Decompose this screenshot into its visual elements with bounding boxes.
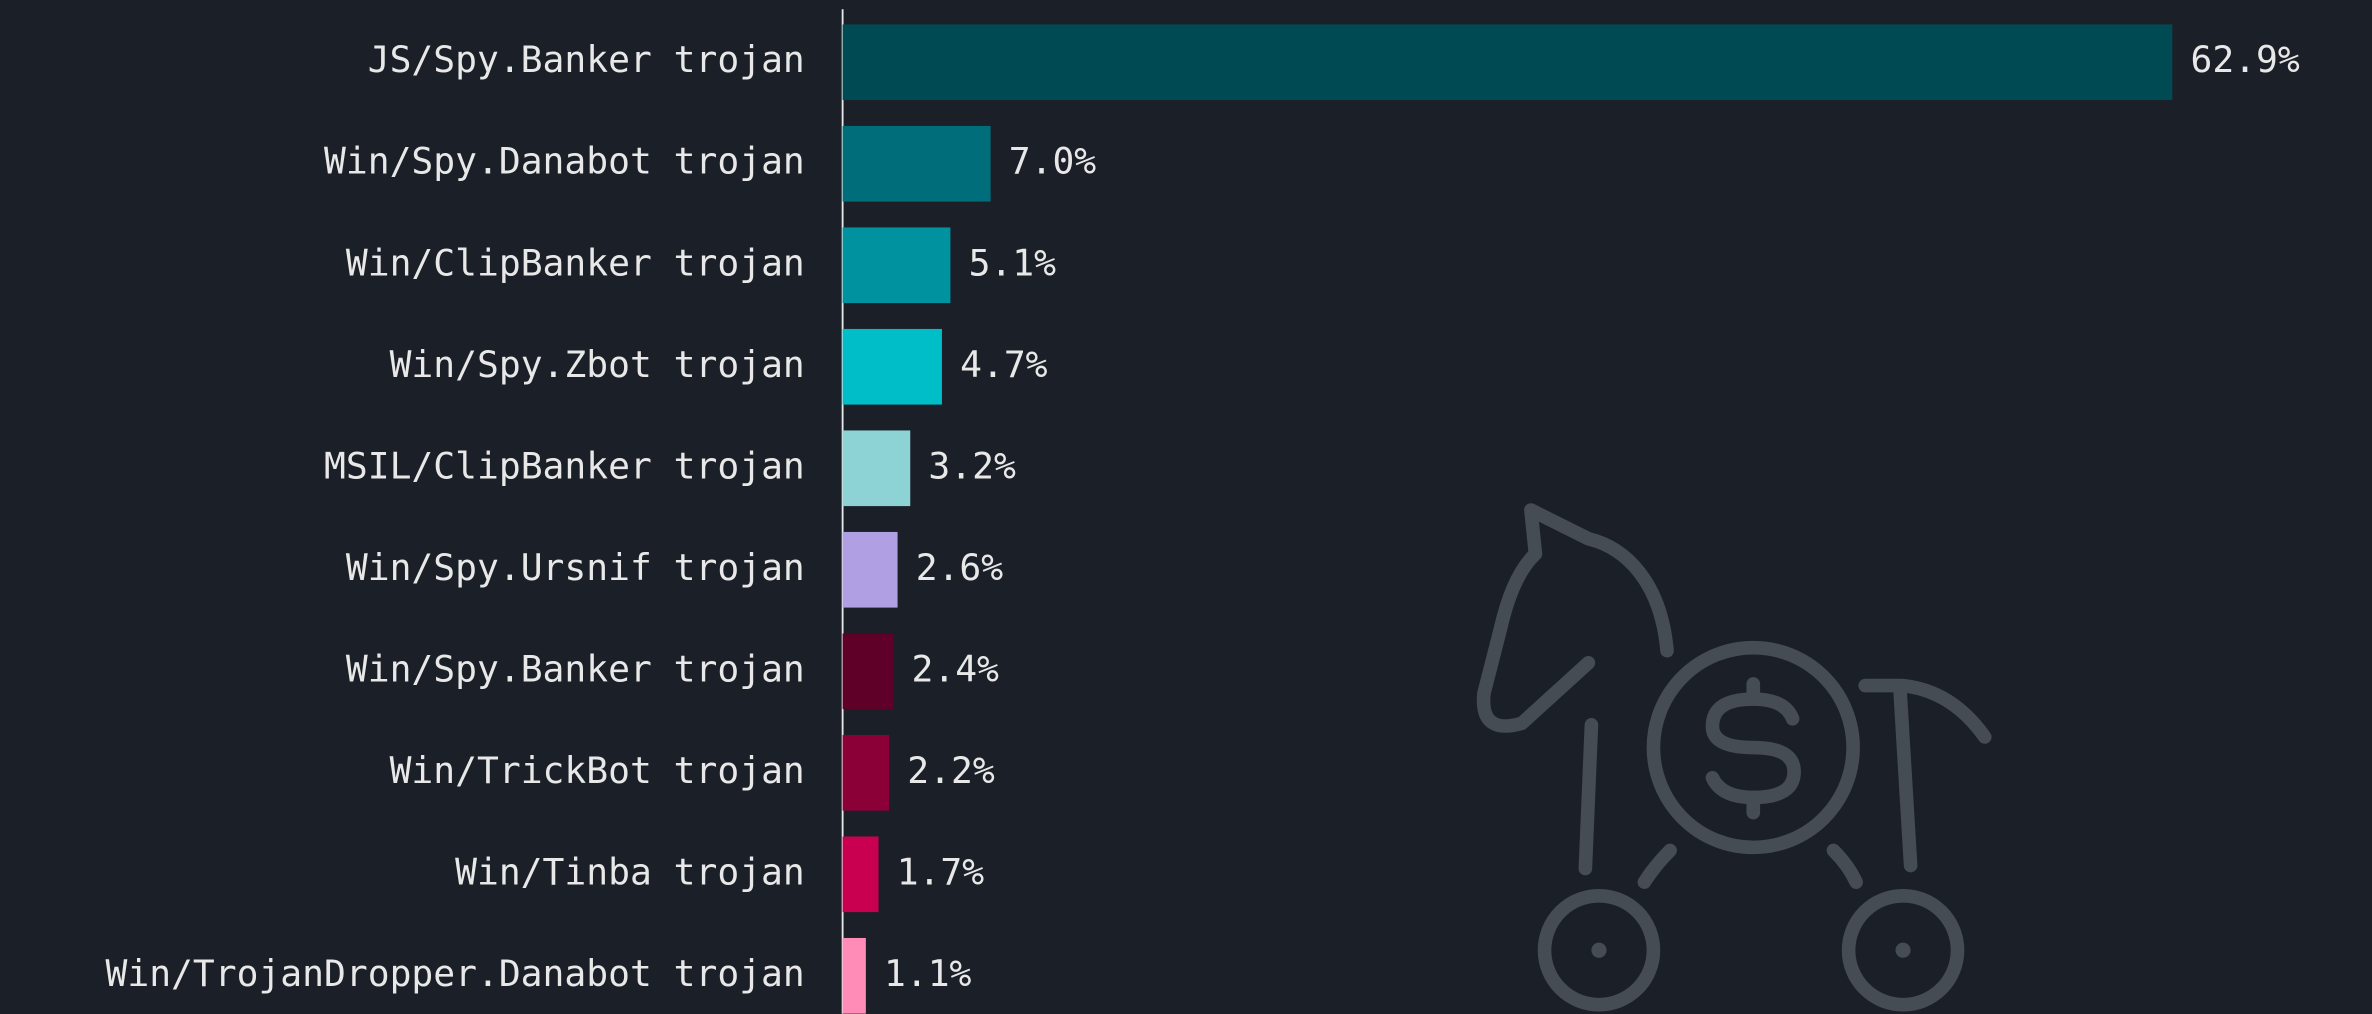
value-label: 3.2% [928, 444, 1016, 487]
value-label: 4.7% [960, 343, 1048, 386]
category-label: Win/TrojanDropper.Danabot trojan [105, 952, 804, 995]
value-label: 1.1% [884, 952, 972, 995]
value-label: 2.4% [911, 647, 999, 690]
category-label: MSIL/ClipBanker trojan [324, 444, 805, 487]
category-label: Win/Tinba trojan [455, 850, 805, 893]
value-label: 1.7% [897, 850, 985, 893]
value-label: 5.1% [969, 241, 1057, 284]
bar [842, 24, 2173, 101]
category-label: Win/TrickBot trojan [390, 749, 805, 792]
bar [842, 430, 911, 507]
category-label: JS/Spy.Banker trojan [368, 38, 805, 81]
category-label: Win/Spy.Ursnif trojan [346, 546, 805, 589]
value-label: 2.6% [916, 546, 1004, 589]
bar [842, 937, 866, 1014]
bar [842, 836, 879, 913]
category-label: Win/ClipBanker trojan [346, 241, 805, 284]
category-label: Win/Spy.Danabot trojan [324, 140, 805, 183]
category-label: Win/Spy.Banker trojan [346, 647, 805, 690]
bar [842, 734, 890, 811]
bar [842, 328, 942, 405]
bar [842, 633, 894, 710]
value-label: 62.9% [2190, 38, 2299, 81]
trojan-horse-icon [1476, 503, 1992, 1012]
bar [842, 227, 951, 304]
category-label: Win/Spy.Zbot trojan [390, 343, 805, 386]
value-label: 7.0% [1009, 140, 1097, 183]
value-label: 2.2% [907, 749, 995, 792]
bar [842, 531, 898, 608]
bar [842, 125, 991, 202]
